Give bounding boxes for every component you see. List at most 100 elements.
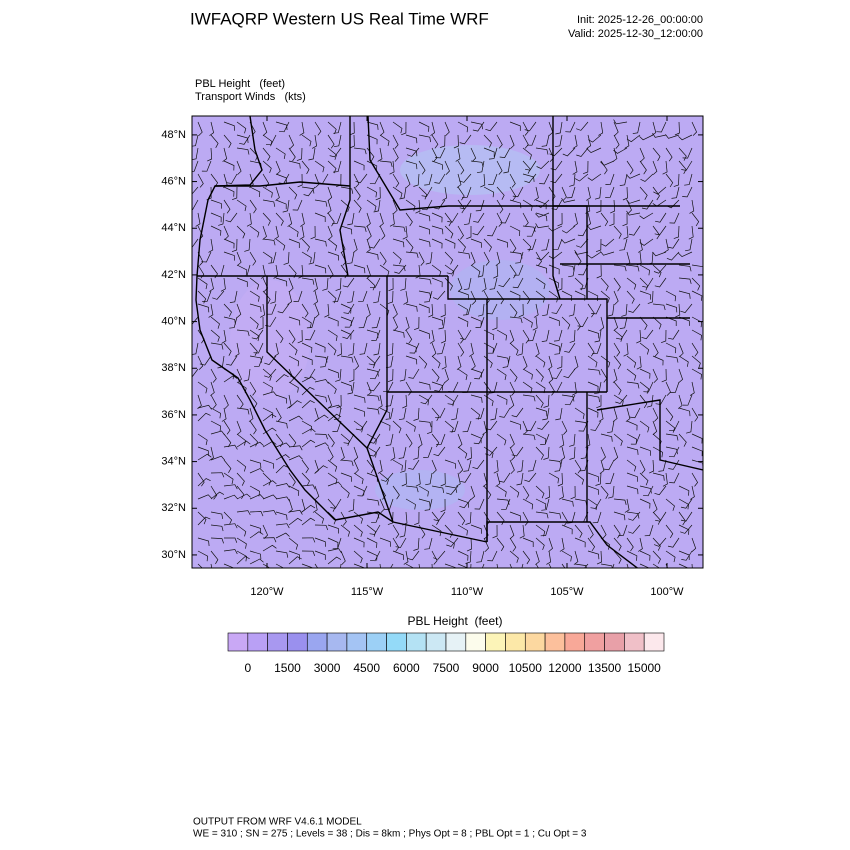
wind-barb (682, 394, 693, 406)
wind-barb (366, 160, 378, 171)
wind-barb (548, 316, 560, 326)
wind-barb (459, 134, 472, 145)
wind-barb (254, 355, 264, 367)
wind-barb (332, 212, 342, 224)
wind-barb (554, 459, 563, 472)
y-tick-label: 42°N (161, 269, 186, 281)
wind-barb (462, 186, 472, 198)
wind-barb (669, 212, 680, 224)
wind-barb (347, 212, 355, 226)
wind-barb (301, 484, 316, 490)
wind-barb (652, 251, 667, 257)
colorbar-tick-label: 13500 (588, 661, 622, 675)
wind-barb (574, 250, 589, 255)
wind-barb (353, 199, 362, 213)
wind-barb (377, 394, 383, 409)
wind-barb (327, 413, 342, 422)
wind-barb (210, 472, 225, 478)
wind-barb (509, 238, 517, 253)
wind-barbs (192, 119, 703, 568)
wind-barb (342, 277, 355, 288)
field-patch (375, 470, 465, 510)
wind-barb (678, 355, 689, 367)
wind-barb (553, 238, 563, 250)
wind-barb (610, 199, 616, 214)
wind-barb (636, 329, 642, 344)
wind-barb (668, 446, 680, 458)
wind-barb (418, 303, 430, 313)
wind-barb (596, 550, 602, 565)
wind-barb (535, 199, 547, 210)
wind-barb (535, 212, 550, 218)
wind-barb (275, 160, 281, 175)
wind-barb (431, 381, 443, 391)
field-patch (400, 145, 540, 195)
wind-barb (249, 277, 260, 290)
wind-barb (560, 446, 565, 461)
wind-barb (524, 472, 537, 483)
colorbar-tick-label: 1500 (274, 661, 301, 675)
wind-barb (392, 147, 399, 162)
wind-barb (626, 459, 637, 472)
wind-barb (327, 524, 339, 534)
colorbar-box (425, 632, 447, 652)
wind-barb (249, 441, 264, 448)
wind-barb (236, 303, 242, 318)
wind-barb (340, 186, 354, 194)
wind-barb (299, 225, 305, 240)
wind-barb (246, 212, 252, 227)
wind-barb (613, 498, 627, 505)
wind-barb (201, 160, 212, 172)
wind-barb (462, 420, 472, 433)
wind-barb (446, 264, 459, 275)
wind-barb (301, 355, 313, 365)
wind-barb (349, 121, 355, 136)
wind-barb (652, 186, 660, 201)
wind-barb (599, 316, 605, 331)
state-line (266, 276, 368, 449)
wind-barb (660, 329, 667, 344)
wind-barb (355, 173, 368, 184)
wind-barb (444, 225, 454, 239)
x-tick-label: 100°W (650, 586, 684, 598)
wind-barb (483, 485, 492, 500)
colorbar-box (524, 632, 546, 652)
wind-barb (349, 134, 355, 149)
wind-barb (649, 459, 655, 474)
wind-barb (197, 355, 204, 370)
wind-barb (527, 329, 537, 342)
wind-barb (542, 407, 550, 421)
wind-barb (548, 342, 561, 352)
wind-barb (444, 238, 456, 249)
wind-barb (646, 394, 654, 408)
wind-barb (349, 368, 355, 383)
wind-barb (301, 459, 309, 474)
wind-barb (262, 368, 272, 381)
wind-barb (628, 303, 641, 313)
wind-barb (197, 412, 211, 422)
wind-barb (680, 511, 693, 522)
wind-barb (249, 251, 257, 266)
wind-barb (258, 316, 264, 331)
wind-barb (642, 277, 654, 288)
wind-barb (431, 264, 442, 277)
wind-barb (524, 121, 537, 132)
wind-barb (565, 121, 576, 133)
wind-barb (509, 446, 516, 461)
wind-barb (288, 134, 295, 149)
wind-barb (212, 290, 225, 300)
wind-barb (366, 537, 378, 548)
wind-barb (447, 212, 459, 223)
wind-barb (431, 355, 441, 369)
wind-barb (556, 355, 563, 370)
wind-barb (262, 173, 270, 188)
wind-barb (665, 342, 677, 354)
wind-barb (457, 329, 464, 344)
wind-barb (293, 290, 303, 302)
wind-barb (392, 225, 406, 233)
wind-barb (366, 186, 377, 198)
wind-barb (377, 147, 383, 162)
wind-barb (503, 160, 511, 174)
wind-barb (314, 394, 327, 403)
